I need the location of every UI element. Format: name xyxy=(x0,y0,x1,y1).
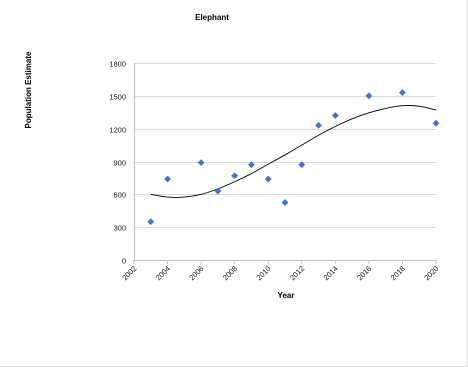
x-axis-label: Year xyxy=(278,291,295,300)
y-tick-label: 300 xyxy=(113,224,126,233)
data-point xyxy=(248,161,255,169)
x-tick-label: 2010 xyxy=(254,264,272,282)
data-point xyxy=(399,89,406,96)
y-tick-label: 600 xyxy=(113,191,126,200)
data-point xyxy=(264,175,272,183)
gridlines xyxy=(134,63,436,228)
x-tick-label: 2004 xyxy=(154,264,172,282)
x-tick-label: 2020 xyxy=(422,264,440,282)
chart-title: Elephant xyxy=(195,13,229,22)
axes xyxy=(133,63,437,264)
x-tick-labels: 2002 2004 2006 2008 2010 2012 2014 2016 2018 2020 xyxy=(120,264,440,282)
x-tick-label: 2008 xyxy=(221,264,239,282)
x-tick-label: 2018 xyxy=(389,264,407,282)
y-tick-label: 0 xyxy=(122,257,126,266)
y-axis-label: Population Estimate xyxy=(24,51,33,128)
trendline xyxy=(150,105,437,198)
y-tick-label: 1800 xyxy=(109,60,126,69)
y-tick-label: 900 xyxy=(113,159,126,168)
x-tick-label: 2002 xyxy=(120,264,138,282)
x-tick-label: 2016 xyxy=(355,264,373,282)
trendline-path xyxy=(150,105,437,198)
data-point xyxy=(365,92,373,100)
y-tick-label: 1200 xyxy=(109,126,126,135)
data-point xyxy=(231,172,239,180)
y-tick-label: 1500 xyxy=(109,93,126,102)
data-point xyxy=(197,159,205,166)
data-points xyxy=(147,89,440,226)
x-tick-label: 2006 xyxy=(187,264,205,282)
x-tick-label: 2014 xyxy=(322,264,340,282)
data-point xyxy=(147,218,155,226)
data-point xyxy=(331,112,339,119)
data-point xyxy=(164,175,171,183)
data-point xyxy=(432,119,440,127)
data-point xyxy=(298,161,306,169)
data-point xyxy=(214,187,222,195)
data-point xyxy=(315,121,322,129)
y-tick-labels: 0 300 600 900 1200 1500 1800 xyxy=(109,60,126,266)
x-tick-label: 2012 xyxy=(288,264,306,282)
data-point xyxy=(281,199,289,206)
